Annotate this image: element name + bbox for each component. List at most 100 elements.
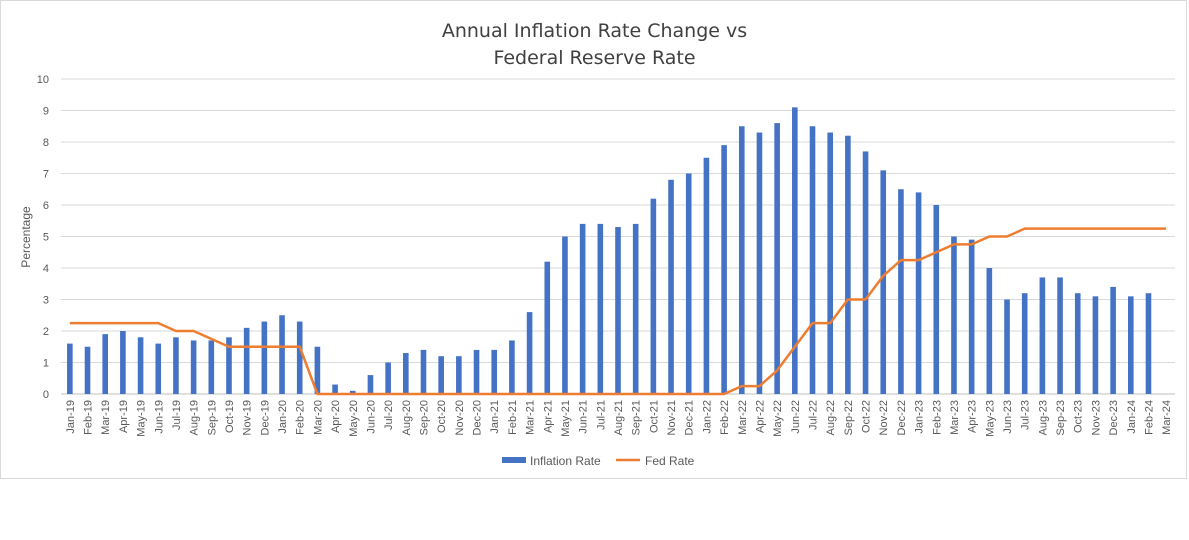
x-tick-label: May-22	[772, 400, 784, 437]
legend-swatch-inflation	[502, 457, 526, 463]
x-tick-label: Nov-22	[878, 400, 890, 435]
bar-inflation	[473, 349, 480, 394]
bar-inflation	[933, 205, 940, 394]
bar-inflation	[403, 353, 409, 394]
y-tick-label: 8	[43, 137, 49, 149]
bar-inflation	[1021, 293, 1028, 394]
legend-label-inflation: Inflation Rate	[530, 454, 601, 468]
x-tick-label: Nov-21	[666, 400, 678, 435]
bar-inflation	[845, 135, 851, 394]
bar-inflation	[243, 327, 250, 394]
x-tick-label: Jul-22	[808, 400, 820, 430]
y-tick-label: 5	[43, 232, 49, 244]
bar-inflation	[526, 312, 533, 394]
y-tick-label: 4	[43, 263, 49, 275]
y-axis-ticks: 0 1 2 3 4 5 6 7 8 9 10	[37, 74, 49, 401]
x-tick-label: Sep-21	[631, 400, 643, 435]
x-tick-label: Jul-20	[383, 400, 395, 430]
x-tick-label: Jun-23	[1002, 400, 1014, 434]
y-tick-label: 1	[43, 358, 49, 370]
bar-inflation	[332, 384, 338, 394]
x-tick-label: Jan-23	[914, 400, 926, 434]
bar-inflation	[137, 337, 144, 394]
bar-inflation	[208, 340, 215, 394]
bar-series	[67, 107, 1152, 395]
bar-inflation	[1039, 277, 1046, 394]
bar-inflation	[314, 346, 321, 394]
bar-inflation	[1092, 296, 1099, 394]
bar-inflation	[827, 132, 833, 395]
x-tick-label: Sep-20	[418, 400, 430, 435]
bar-inflation	[668, 179, 674, 394]
y-axis-label: Percentage	[19, 206, 33, 268]
x-tick-label: Jun-21	[578, 400, 590, 434]
x-tick-label: Mar-19	[100, 400, 112, 435]
bar-inflation	[562, 236, 568, 394]
bar-inflation	[84, 346, 91, 394]
x-tick-label: Mar-23	[949, 400, 961, 435]
bar-inflation	[438, 356, 444, 394]
bar-inflation	[279, 315, 285, 394]
bar-inflation	[862, 151, 869, 394]
x-tick-label: Apr-21	[542, 400, 554, 433]
bar-inflation	[226, 337, 232, 394]
x-tick-label: Jun-20	[365, 400, 377, 434]
bar-inflation	[509, 340, 515, 394]
x-tick-label: Jun-19	[153, 400, 165, 434]
x-tick-label: Dec-23	[1108, 400, 1120, 435]
x-tick-label: Mar-22	[737, 400, 749, 435]
legend-label-fed-rate: Fed Rate	[645, 454, 695, 468]
bar-inflation	[456, 356, 462, 394]
x-tick-label: Aug-23	[1037, 400, 1049, 435]
bar-inflation	[898, 189, 904, 394]
bar-inflation	[261, 321, 268, 394]
y-tick-label: 7	[43, 169, 49, 181]
bar-inflation	[1145, 293, 1152, 394]
bar-inflation	[721, 145, 727, 394]
bar-inflation	[774, 123, 780, 394]
x-tick-label: Mar-20	[312, 400, 324, 435]
bar-inflation	[685, 173, 692, 394]
x-tick-label: Jul-21	[595, 400, 607, 430]
x-tick-label: Nov-23	[1090, 400, 1102, 435]
bar-inflation	[703, 157, 710, 394]
x-tick-label: Aug-20	[401, 400, 413, 435]
x-tick-label: Feb-23	[931, 400, 943, 435]
x-tick-label: Jan-24	[1126, 400, 1138, 434]
x-tick-label: Aug-19	[189, 400, 201, 435]
bar-inflation	[632, 223, 639, 394]
x-tick-label: Jun-22	[790, 400, 802, 434]
bar-inflation	[756, 132, 763, 395]
x-tick-label: Oct-21	[648, 400, 660, 433]
line-fed-rate	[69, 227, 1167, 396]
bar-inflation	[986, 268, 993, 394]
bar-inflation	[491, 349, 498, 394]
bar-inflation	[367, 375, 374, 394]
bar-inflation	[120, 331, 126, 394]
x-tick-label: May-23	[984, 400, 996, 437]
bar-inflation	[67, 343, 73, 394]
legend: Inflation Rate Fed Rate	[502, 454, 695, 468]
bar-inflation	[385, 362, 391, 394]
bar-inflation	[579, 223, 586, 394]
x-tick-label: May-21	[560, 400, 572, 437]
y-tick-label: 3	[43, 295, 49, 307]
x-tick-label: Jan-19	[65, 400, 77, 434]
y-tick-label: 6	[43, 200, 49, 212]
x-tick-label: Oct-23	[1073, 400, 1085, 433]
x-tick-label: Dec-19	[259, 400, 271, 435]
bar-inflation	[544, 261, 551, 394]
x-tick-label: Dec-21	[684, 400, 696, 435]
chart-title-line-1: Annual Inflation Rate Change vs	[441, 20, 748, 42]
bar-inflation	[155, 343, 162, 394]
x-tick-label: Nov-19	[242, 400, 254, 435]
x-tick-label: Oct-20	[436, 400, 448, 433]
x-tick-label: Feb-21	[507, 400, 519, 435]
bar-inflation	[809, 126, 816, 394]
x-tick-label: Jan-22	[701, 400, 713, 434]
x-tick-label: May-20	[348, 400, 360, 437]
x-tick-label: May-19	[136, 400, 148, 437]
x-tick-label: Jan-21	[489, 400, 501, 434]
bar-inflation	[420, 349, 427, 394]
